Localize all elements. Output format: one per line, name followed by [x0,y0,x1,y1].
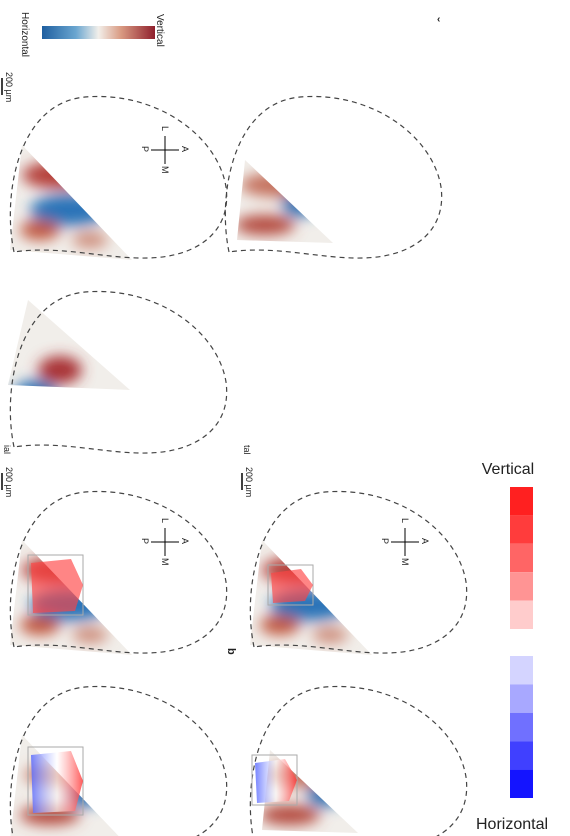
legend-swatch [510,515,533,544]
legend-swatch [510,684,533,713]
outline [9,685,228,836]
panel-label: b [225,648,237,655]
panel [9,685,228,836]
compass-label: L [400,518,410,523]
compass-label: P [380,538,390,544]
map-blob [282,193,318,217]
map-blob [260,615,300,635]
map-blobs [11,356,100,440]
panel [249,685,468,836]
legend-swatch [510,712,533,742]
scale-label: 200 µm [244,467,254,497]
map-blob [240,173,320,197]
map-blob [20,220,60,240]
roi-region [271,569,313,603]
compass-label: P [140,538,150,544]
compass-label: A [420,538,430,544]
outline [9,490,228,654]
legend-swatch [510,741,533,770]
compass-label: L [160,126,170,131]
fragment-label: tal [242,445,252,455]
roi-region [31,751,83,813]
panel [8,290,228,454]
roi-region [255,759,297,803]
top-colorbar [42,26,155,39]
compass-label: L [160,518,170,523]
legend-swatch [510,487,533,516]
map-blob [307,783,343,807]
map-blob [237,215,295,235]
fragment-label: ial [2,445,12,454]
compass-label: A [180,146,190,152]
right-legend [510,487,533,798]
map-blob [20,615,60,635]
scale-label: 200 µm [4,72,14,102]
compass-label: M [160,166,170,174]
roi-region [31,559,83,613]
right-legend-top: Vertical [482,461,534,478]
mark: ‹ [437,14,440,25]
legend-swatch [510,769,533,798]
top-legend-right: Vertical [154,14,165,47]
panel: 200 µm ial L A P M [1,445,228,655]
compass-label: A [180,538,190,544]
map-blob [262,805,320,825]
map-pattern [11,356,100,440]
panels: 200 µm L A P M 200 µm ial L A P M 200 µm tal L A P M [1,72,468,836]
panel: 200 µm tal L A P M [241,445,468,655]
compass-label: M [160,558,170,566]
map-blob [38,356,82,384]
right-legend-bottom: Horizontal [476,816,548,833]
scale-label: 200 µm [4,467,14,497]
map-blob [312,627,348,643]
map-blob [72,627,108,643]
legend-swatch [510,656,533,685]
top-legend-left: Horizontal [19,12,30,57]
map-blob [22,161,98,189]
panel [224,95,443,259]
map-blob [11,380,59,390]
outline [249,490,468,654]
legend-swatch [510,572,533,601]
compass-label: M [400,558,410,566]
legend-swatch [510,600,533,629]
outline [249,685,468,836]
legend-swatch [510,543,533,573]
panel: 200 µm L A P M [1,72,228,260]
outline [9,290,228,454]
outline [224,95,443,259]
map-blob [72,232,108,248]
outline [9,95,228,259]
map-blob [50,420,100,440]
compass-label: P [140,146,150,152]
